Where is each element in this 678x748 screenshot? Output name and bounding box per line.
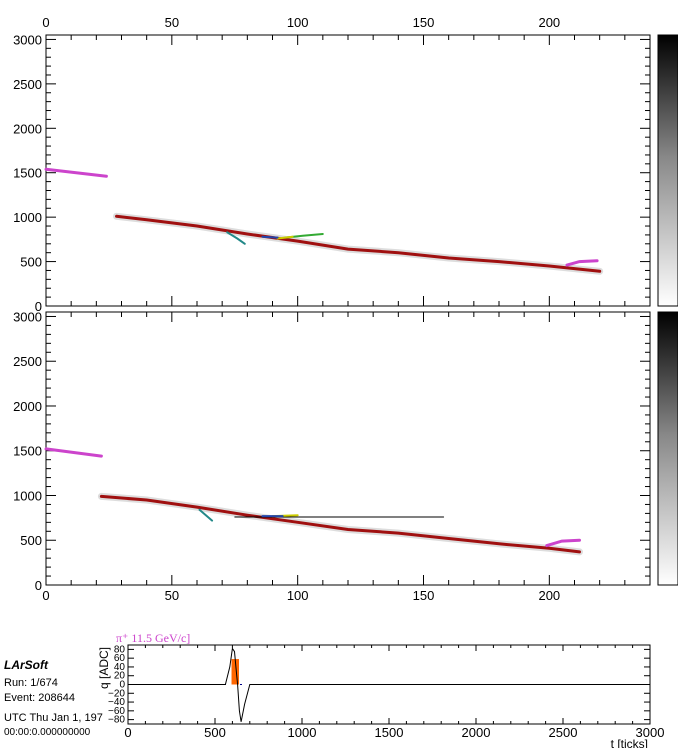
track-0: [44, 167, 108, 178]
waveform-x-label: t [ticks]: [611, 737, 648, 748]
track-5: [226, 231, 246, 245]
waveform-y-label: q [ADC]: [97, 647, 111, 689]
wave-y-tick-label: 80: [114, 644, 126, 655]
track-1: [115, 214, 602, 273]
x-tick-label: 150: [413, 15, 435, 30]
track-6: [261, 235, 279, 239]
track-1: [99, 494, 581, 554]
middle-x-axis: 0 50 100 150 200: [42, 588, 560, 603]
x-tick-label: 100: [287, 15, 309, 30]
middle-panel-tracks: [44, 447, 583, 556]
y-tick-label: 3000: [13, 309, 42, 324]
y-tick-label: 2500: [13, 354, 42, 369]
top-panel-ticks: 0 500 1000 1500 2000 2500 3000: [13, 32, 651, 314]
wave-y-tick-label: 0: [119, 680, 125, 691]
waveform-plot: [128, 647, 650, 722]
wave-x-tick-label: 2500: [549, 725, 578, 740]
run-number: Run: 1/674: [4, 677, 58, 689]
wave-hit-fill: [231, 659, 240, 685]
wave-y-tick-label: 40: [114, 662, 126, 673]
track-4: [276, 235, 294, 240]
track-2: [565, 259, 599, 267]
top-color-palette: [657, 34, 678, 307]
y-tick-label: 500: [20, 255, 42, 270]
x-tick-label: 150: [413, 588, 435, 603]
wave-y-tick-label: −40: [108, 697, 125, 708]
event-number: Event: 208644: [4, 692, 75, 704]
track-6: [198, 508, 214, 522]
middle-panel-ticks: 0 500 1000 1500 2000 2500 3000: [13, 309, 651, 593]
wave-y-tick-label: 20: [114, 671, 126, 682]
x-tick-label: 200: [538, 588, 560, 603]
y-tick-label: 0: [35, 578, 42, 593]
track-2: [545, 538, 581, 548]
wave-x-tick-label: 500: [204, 725, 226, 740]
y-tick-label: 2000: [13, 121, 42, 136]
wave-x-tick-label: 1000: [288, 725, 317, 740]
y-tick-label: 2500: [13, 77, 42, 92]
middle-color-palette: [657, 311, 678, 586]
wave-y-tick-label: −80: [108, 715, 125, 726]
y-tick-label: 1500: [13, 444, 42, 459]
x-tick-label: 200: [538, 15, 560, 30]
waveform-particle-label: π⁺ 11.5 GeV/c]: [116, 631, 190, 645]
x-tick-label: 0: [42, 588, 49, 603]
wave-x-tick-label: 2000: [462, 725, 491, 740]
y-tick-label: 2000: [13, 399, 42, 414]
y-tick-label: 3000: [13, 32, 42, 47]
logo-text: LArSoft: [4, 658, 48, 672]
top-x-axis: 0 50 100 150 200: [42, 15, 560, 30]
y-tick-label: 1000: [13, 210, 42, 225]
wave-x-tick-label: 3000: [636, 725, 665, 740]
x-tick-label: 50: [165, 15, 179, 30]
wave-x-tick-label: 1500: [375, 725, 404, 740]
wave-x-tick-label: 0: [124, 725, 131, 740]
wave-y-tick-label: −20: [108, 688, 125, 699]
x-tick-label: 0: [42, 15, 49, 30]
x-tick-label: 100: [287, 588, 309, 603]
y-tick-label: 0: [35, 299, 42, 314]
track-0: [44, 447, 103, 458]
top-panel-tracks: [44, 167, 604, 275]
wave-line: [128, 647, 650, 722]
y-tick-label: 500: [20, 533, 42, 548]
x-tick-label: 50: [165, 588, 179, 603]
y-tick-label: 1500: [13, 166, 42, 181]
middle-panel-frame: [45, 311, 651, 586]
wave-y-tick-label: 60: [114, 653, 126, 664]
y-tick-label: 1000: [13, 488, 42, 503]
utc-date: UTC Thu Jan 1, 197: [4, 712, 103, 724]
utc-time: 00:00:0.000000000: [4, 727, 91, 738]
wave-y-tick-label: −60: [108, 706, 125, 717]
